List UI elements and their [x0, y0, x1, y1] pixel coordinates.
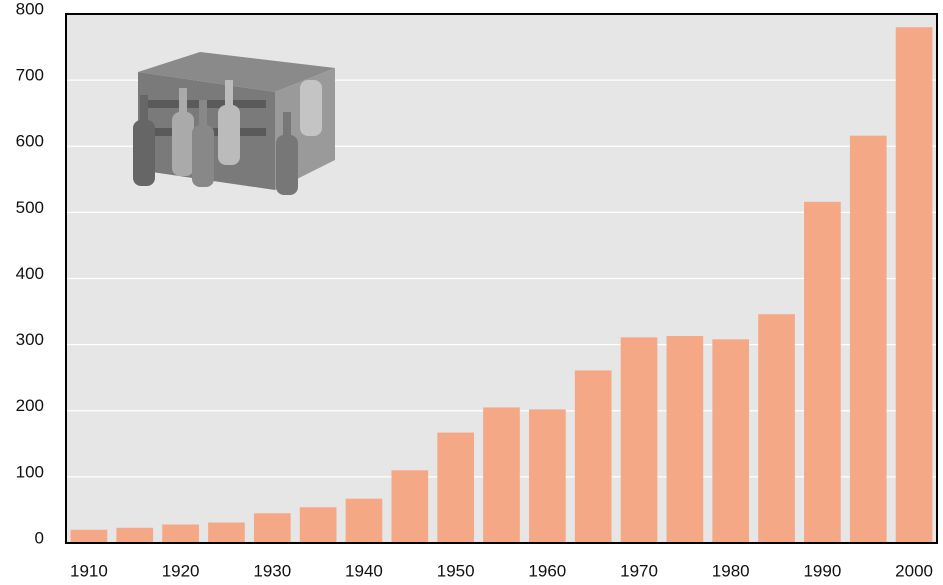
- bar: [116, 527, 154, 543]
- y-tick-label: 800: [16, 0, 44, 18]
- x-tick-label: 1990: [803, 561, 841, 580]
- x-tick-label: 2000: [895, 561, 933, 580]
- bar: [849, 135, 887, 544]
- x-tick-label: 1910: [70, 561, 108, 580]
- x-tick-label: 1930: [253, 561, 291, 580]
- y-tick-label: 400: [16, 264, 44, 283]
- bar: [758, 314, 795, 543]
- bar: [391, 470, 429, 543]
- y-tick-label: 200: [16, 396, 44, 415]
- bar: [895, 27, 933, 544]
- bar: [804, 201, 841, 544]
- bar: [345, 498, 383, 543]
- y-tick-label: 500: [16, 198, 44, 217]
- x-tick-label: 1940: [345, 561, 383, 580]
- bar: [620, 337, 658, 543]
- y-tick-label: 300: [16, 330, 44, 349]
- y-tick-label: 700: [16, 66, 44, 85]
- bar: [483, 407, 520, 543]
- y-tick-label: 100: [16, 462, 44, 481]
- x-tick-label: 1950: [437, 561, 475, 580]
- bar: [208, 522, 245, 543]
- y-tick-label: 600: [16, 132, 44, 151]
- bars: [70, 27, 933, 544]
- bar: [529, 409, 566, 543]
- crate-icon: [133, 52, 335, 195]
- x-tick-label: 1920: [162, 561, 200, 580]
- bar: [666, 336, 704, 543]
- x-tick-label: 1970: [620, 561, 658, 580]
- x-tick-label: 1980: [712, 561, 750, 580]
- plot-frame: [65, 13, 938, 544]
- bar: [437, 432, 474, 543]
- bar: [70, 529, 108, 543]
- bar: [162, 524, 199, 543]
- y-tick-label: 0: [35, 528, 44, 547]
- bar: [299, 507, 337, 543]
- x-tick-label: 1960: [528, 561, 566, 580]
- bar: [712, 339, 750, 543]
- bar: [574, 370, 612, 543]
- bar: [253, 513, 291, 543]
